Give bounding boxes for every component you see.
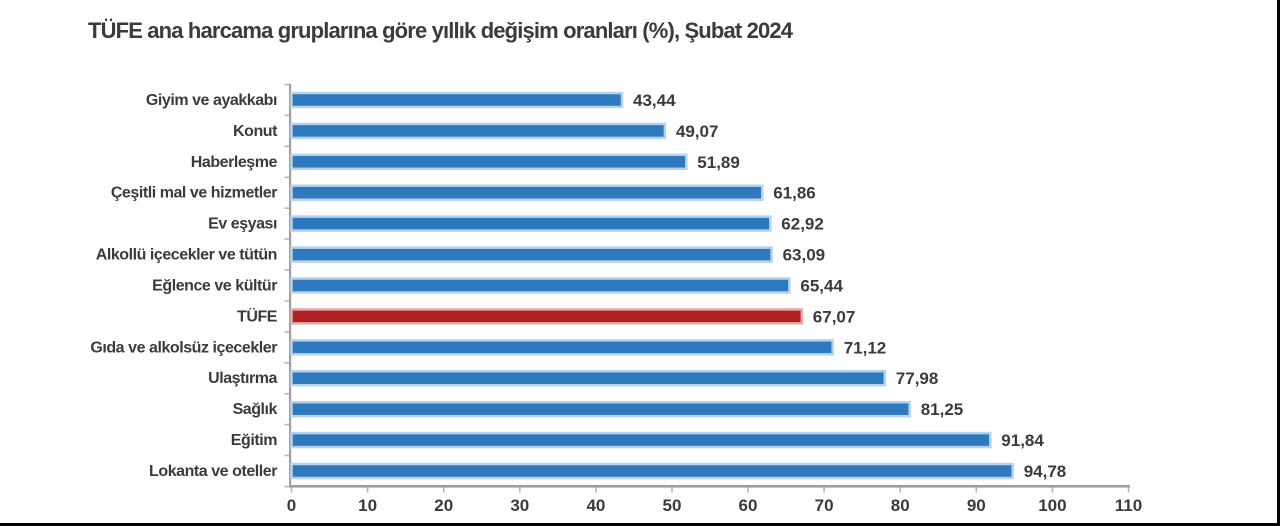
- svg-text:Konut: Konut: [233, 123, 278, 140]
- svg-text:Çeşitli mal ve hizmetler: Çeşitli mal ve hizmetler: [111, 185, 277, 202]
- svg-text:Lokanta ve oteller: Lokanta ve oteller: [149, 463, 277, 480]
- svg-text:20: 20: [434, 496, 453, 515]
- svg-text:TÜFE ana harcama gruplarına gö: TÜFE ana harcama gruplarına göre yıllık …: [88, 18, 794, 43]
- svg-text:63,09: 63,09: [783, 246, 826, 265]
- svg-text:30: 30: [510, 496, 529, 515]
- svg-text:0: 0: [287, 496, 296, 515]
- svg-text:100: 100: [1038, 496, 1066, 515]
- svg-text:10: 10: [358, 496, 377, 515]
- svg-text:Eğitim: Eğitim: [231, 432, 277, 449]
- svg-text:Ev eşyası: Ev eşyası: [208, 216, 277, 233]
- svg-text:40: 40: [586, 496, 605, 515]
- svg-text:67,07: 67,07: [813, 307, 856, 326]
- svg-text:Ulaştırma: Ulaştırma: [208, 370, 277, 387]
- svg-text:77,98: 77,98: [896, 369, 939, 388]
- svg-text:Sağlık: Sağlık: [233, 401, 278, 418]
- svg-text:TÜFE: TÜFE: [237, 306, 278, 325]
- svg-text:51,89: 51,89: [697, 153, 740, 172]
- svg-text:Giyim ve ayakkabı: Giyim ve ayakkabı: [146, 92, 277, 109]
- svg-text:50: 50: [663, 496, 682, 515]
- svg-text:43,44: 43,44: [633, 91, 676, 110]
- svg-text:91,84: 91,84: [1001, 431, 1044, 450]
- svg-text:49,07: 49,07: [676, 122, 719, 141]
- svg-text:60: 60: [739, 496, 758, 515]
- svg-text:61,86: 61,86: [773, 184, 816, 203]
- svg-text:90: 90: [967, 496, 986, 515]
- svg-text:71,12: 71,12: [844, 338, 887, 357]
- svg-text:Haberleşme: Haberleşme: [191, 154, 278, 171]
- svg-text:65,44: 65,44: [800, 277, 843, 296]
- svg-text:62,92: 62,92: [781, 215, 824, 234]
- svg-text:81,25: 81,25: [921, 400, 964, 419]
- svg-text:Eğlence ve kültür: Eğlence ve kültür: [152, 278, 277, 295]
- svg-text:Alkollü içecekler ve tütün: Alkollü içecekler ve tütün: [96, 247, 277, 264]
- svg-text:80: 80: [891, 496, 910, 515]
- svg-text:110: 110: [1115, 496, 1142, 515]
- svg-text:70: 70: [815, 496, 834, 515]
- svg-text:Gıda ve alkolsüz içecekler: Gıda ve alkolsüz içecekler: [90, 339, 277, 356]
- svg-text:94,78: 94,78: [1024, 462, 1067, 481]
